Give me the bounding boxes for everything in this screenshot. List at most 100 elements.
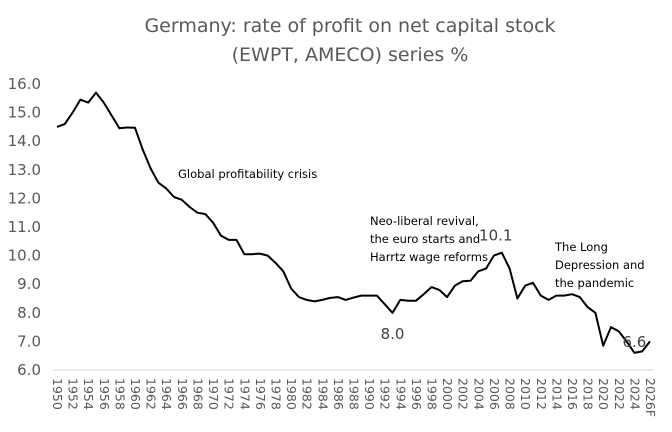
x-tick-label: 2016 <box>565 378 580 410</box>
data-point-1961 <box>141 148 144 151</box>
data-label-1993: 8.0 <box>381 325 405 343</box>
data-point-1957 <box>110 114 113 117</box>
data-point-1977 <box>266 254 269 257</box>
x-tick-label: 1962 <box>144 378 159 410</box>
y-tick-label: 13.0 <box>8 161 41 179</box>
data-point-2016 <box>570 293 573 296</box>
data-point-1997 <box>422 293 425 296</box>
data-point-1976 <box>258 252 261 255</box>
x-tick-label: 1984 <box>315 378 330 410</box>
data-point-1998 <box>430 286 433 289</box>
data-point-1991 <box>375 294 378 297</box>
x-tick-label: 1986 <box>331 378 346 410</box>
x-tick-label: 2006 <box>487 378 502 410</box>
data-point-1951 <box>63 123 66 126</box>
x-tick-label: 2002 <box>456 378 471 410</box>
data-point-1990 <box>368 294 371 297</box>
data-point-2002 <box>461 280 464 283</box>
data-point-2003 <box>469 279 472 282</box>
x-tick-label: 1994 <box>393 378 408 410</box>
annotation-line: Depression and <box>555 258 645 272</box>
x-tick-label: 2008 <box>503 378 518 410</box>
data-points <box>56 91 652 354</box>
data-point-2004 <box>477 270 480 273</box>
data-point-1958 <box>118 127 121 130</box>
x-tick-label: 1952 <box>66 378 81 410</box>
x-tick-label: 1974 <box>237 378 252 410</box>
data-point-2009 <box>516 297 519 300</box>
chart-title-line-1: Germany: rate of profit on net capital s… <box>144 15 555 37</box>
data-point-2017 <box>578 296 581 299</box>
x-tick-label: 1950 <box>50 378 65 410</box>
data-point-1971 <box>219 234 222 237</box>
data-point-1999 <box>438 288 441 291</box>
x-tick-label: 2026F <box>643 378 658 417</box>
data-point-1973 <box>235 238 238 241</box>
y-tick-label: 7.0 <box>17 332 41 350</box>
x-tick-label: 2014 <box>549 378 564 410</box>
data-point-1954 <box>87 101 90 104</box>
x-tick-label: 1968 <box>190 378 205 410</box>
data-point-2005 <box>485 267 488 270</box>
data-point-1975 <box>251 253 254 256</box>
data-point-2011 <box>531 281 534 284</box>
x-tick-label: 2020 <box>596 378 611 410</box>
data-point-1964 <box>165 187 168 190</box>
data-point-1965 <box>173 195 176 198</box>
x-tick-label: 2004 <box>471 378 486 410</box>
data-point-2000 <box>446 296 449 299</box>
data-point-1988 <box>352 296 355 299</box>
data-point-1970 <box>212 221 215 224</box>
data-point-1960 <box>134 126 137 129</box>
data-point-1974 <box>243 253 246 256</box>
data-point-2001 <box>453 284 456 287</box>
x-tick-label: 1990 <box>362 378 377 410</box>
data-point-2024 <box>633 351 636 354</box>
data-point-2008 <box>508 267 511 270</box>
data-label-2024: 6.6 <box>622 333 646 351</box>
data-point-1955 <box>95 91 98 94</box>
x-tick-label: 1982 <box>300 378 315 410</box>
annotation-line: the euro starts and <box>370 232 480 246</box>
data-point-2015 <box>563 294 566 297</box>
data-label-2007: 10.1 <box>479 227 512 245</box>
x-tick-label: 1978 <box>268 378 283 410</box>
x-tick-label: 1976 <box>253 378 268 410</box>
data-point-2010 <box>524 284 527 287</box>
x-tick-label: 2010 <box>518 378 533 410</box>
x-tick-label: 1972 <box>222 378 237 410</box>
x-tick-label: 2000 <box>440 378 455 410</box>
data-point-1950 <box>56 125 59 128</box>
data-point-1987 <box>344 298 347 301</box>
data-point-1978 <box>274 261 277 264</box>
data-point-1972 <box>227 238 230 241</box>
x-tick-label: 1996 <box>409 378 424 410</box>
data-point-1984 <box>321 298 324 301</box>
x-axis: 1950 1952 1954 1956 1958 1960 1962 1964 1966 1968… <box>50 378 658 417</box>
annotation-line: The Long <box>554 240 608 254</box>
x-tick-label: 1970 <box>206 378 221 410</box>
y-axis: 6.0 7.0 8.0 9.0 10.0 11.0 12.0 13.0 14.0 15.0 16.0 <box>8 75 41 379</box>
annotation-global-profitability-crisis: Global profitability crisis <box>178 167 317 181</box>
data-point-1979 <box>282 270 285 273</box>
data-point-2021 <box>609 326 612 329</box>
data-point-1967 <box>188 205 191 208</box>
y-tick-label: 15.0 <box>8 104 41 122</box>
x-tick-label: 2018 <box>581 378 596 410</box>
x-tick-label: 1956 <box>97 378 112 410</box>
y-tick-label: 8.0 <box>17 304 41 322</box>
data-point-1989 <box>360 294 363 297</box>
y-tick-label: 11.0 <box>8 218 41 236</box>
annotation-line: Neo-liberal revival, <box>370 214 479 228</box>
data-point-1968 <box>196 211 199 214</box>
x-tick-label: 1980 <box>284 378 299 410</box>
y-tick-label: 10.0 <box>8 247 41 265</box>
data-point-1995 <box>407 299 410 302</box>
data-point-2019 <box>594 311 597 314</box>
data-point-1981 <box>297 296 300 299</box>
x-tick-label: 2024 <box>627 378 642 410</box>
data-point-1982 <box>305 298 308 301</box>
data-point-2022 <box>617 330 620 333</box>
x-tick-label: 2012 <box>534 378 549 410</box>
data-point-1986 <box>336 296 339 299</box>
